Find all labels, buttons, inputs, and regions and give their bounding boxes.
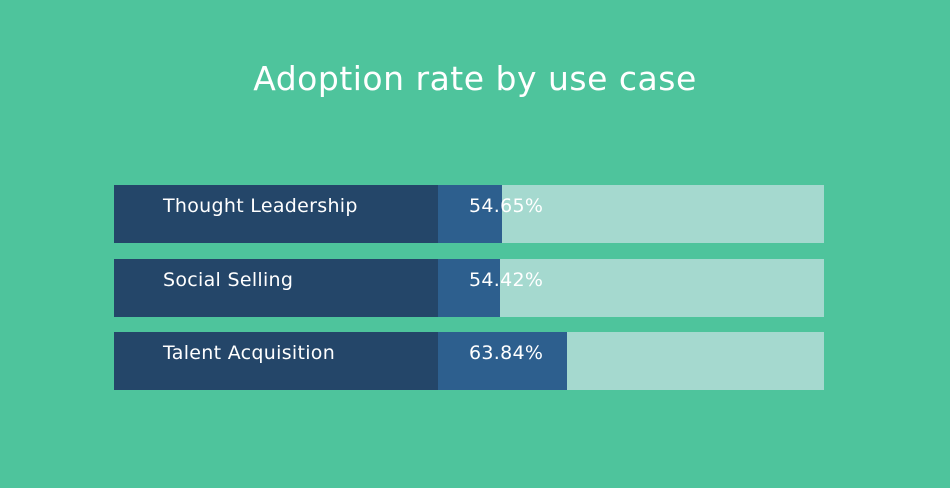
bar-category-label: Social Selling — [163, 269, 294, 291]
chart-title: Adoption rate by use case — [253, 59, 697, 98]
bar-track: 63.84% — [438, 332, 824, 390]
bar-category-cell: Talent Acquisition — [114, 332, 438, 390]
bar-category-label: Thought Leadership — [163, 195, 358, 217]
bar-category-label: Talent Acquisition — [163, 342, 336, 364]
bar — [438, 259, 501, 317]
bar-category-cell: Thought Leadership — [114, 185, 438, 243]
bar-value-label: 54.42% — [469, 269, 544, 291]
bar-row: Social Selling 54.42% — [114, 259, 824, 317]
bar-category-cell: Social Selling — [114, 259, 438, 317]
bar-value-label: 54.65% — [469, 195, 544, 217]
bar-row: Talent Acquisition 63.84% — [114, 332, 824, 390]
bar-value-label: 63.84% — [469, 342, 544, 364]
bar-row: Thought Leadership 54.65% — [114, 185, 824, 243]
bar — [438, 332, 568, 390]
bar-track: 54.42% — [438, 259, 824, 317]
bar-track: 54.65% — [438, 185, 824, 243]
bar — [438, 185, 502, 243]
